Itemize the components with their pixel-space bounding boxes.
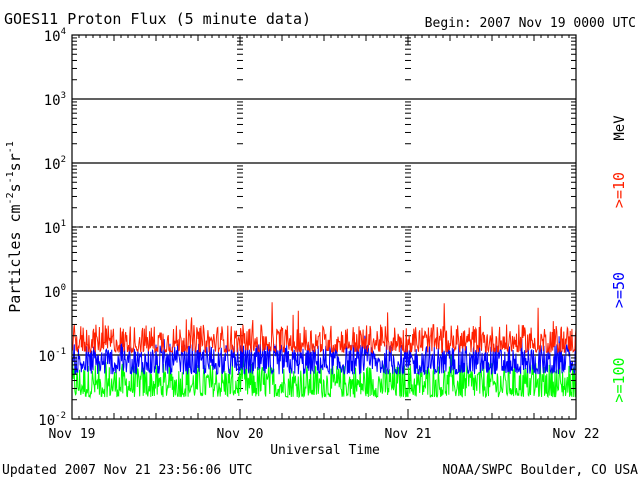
legend-ge10: >=10 xyxy=(610,172,628,208)
updated-time: Updated 2007 Nov 21 23:56:06 UTC xyxy=(2,463,252,478)
legend-ge50: >=50 xyxy=(610,272,628,308)
x-axis-title: Universal Time xyxy=(270,443,380,458)
series-line-ge10 xyxy=(71,302,577,355)
energy-unit-label: MeV xyxy=(612,115,628,141)
series-line-ge50 xyxy=(71,334,577,376)
x-tick-label: Nov 22 xyxy=(553,427,600,442)
y-tick-label: 103 xyxy=(44,91,66,109)
x-tick-label: Nov 19 xyxy=(49,427,96,442)
y-tick-label: 10-1 xyxy=(38,347,66,365)
y-tick-label: 102 xyxy=(44,155,66,173)
chart-title: GOES11 Proton Flux (5 minute data) xyxy=(4,10,311,28)
source-label: NOAA/SWPC Boulder, CO USA xyxy=(442,463,638,478)
y-tick-label: 100 xyxy=(44,283,66,301)
x-tick-label: Nov 21 xyxy=(385,427,432,442)
y-tick-label: 10-2 xyxy=(38,411,66,429)
y-tick-label: 104 xyxy=(44,27,66,45)
begin-time: Begin: 2007 Nov 19 0000 UTC xyxy=(425,16,636,31)
x-tick-label: Nov 20 xyxy=(217,427,264,442)
legend-ge100: >=100 xyxy=(610,357,628,402)
y-axis-title: Particles cm-2s-1sr-1 xyxy=(5,141,24,313)
y-tick-label: 101 xyxy=(44,219,66,237)
